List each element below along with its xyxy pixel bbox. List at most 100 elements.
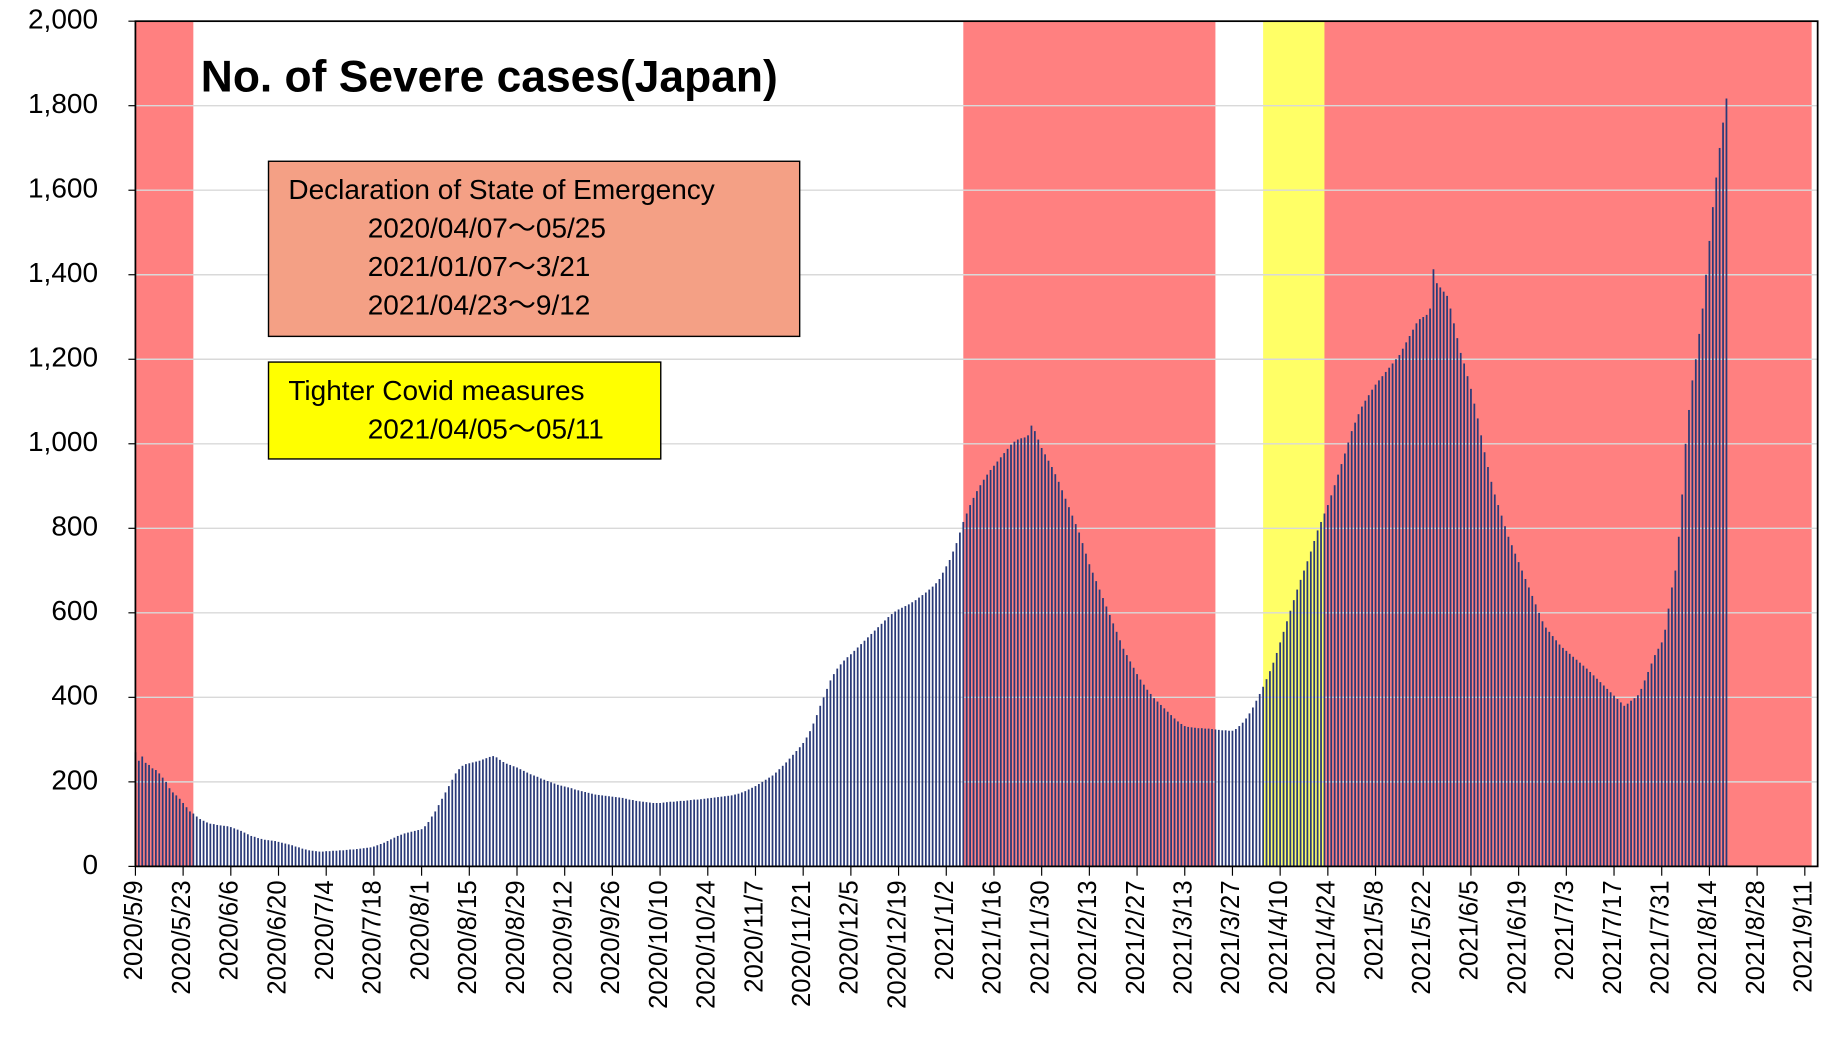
bar bbox=[717, 797, 719, 867]
x-tick-label: 2021/5/8 bbox=[1360, 880, 1388, 980]
bar bbox=[1214, 729, 1217, 867]
bar bbox=[679, 800, 682, 867]
bar bbox=[986, 474, 989, 867]
bar bbox=[1677, 536, 1680, 867]
bar-layer bbox=[134, 98, 1728, 867]
bar bbox=[1173, 718, 1176, 867]
bar bbox=[529, 774, 532, 867]
bar bbox=[659, 802, 661, 867]
bar bbox=[567, 787, 569, 867]
bar bbox=[1694, 359, 1697, 867]
bar bbox=[638, 801, 641, 867]
bar bbox=[614, 797, 617, 867]
bar bbox=[1248, 713, 1251, 867]
bar bbox=[182, 802, 184, 867]
bar bbox=[1415, 323, 1418, 867]
bar bbox=[281, 842, 283, 867]
bar bbox=[1388, 367, 1391, 867]
bar bbox=[1476, 418, 1479, 867]
bar bbox=[1207, 728, 1210, 867]
bar bbox=[1459, 352, 1462, 867]
bar bbox=[1289, 610, 1292, 867]
bar bbox=[846, 657, 849, 867]
bar bbox=[1074, 524, 1077, 867]
bar bbox=[870, 633, 873, 867]
bar bbox=[754, 786, 757, 867]
bar bbox=[1633, 698, 1636, 867]
bar bbox=[676, 801, 678, 867]
bar bbox=[863, 640, 866, 867]
y-tick-label: 600 bbox=[51, 595, 98, 626]
bar bbox=[212, 824, 215, 867]
bar bbox=[584, 792, 587, 867]
bar bbox=[781, 765, 784, 867]
bar bbox=[383, 842, 386, 867]
x-tick-label: 2020/8/15 bbox=[454, 880, 482, 994]
x-tick-label: 2020/9/12 bbox=[549, 880, 577, 994]
bar bbox=[1340, 464, 1343, 867]
bar bbox=[1200, 728, 1203, 867]
bar bbox=[802, 742, 805, 867]
bar bbox=[1623, 705, 1626, 867]
bar bbox=[189, 811, 191, 867]
bar bbox=[669, 801, 672, 867]
bar bbox=[1456, 338, 1459, 867]
bar bbox=[1163, 708, 1166, 867]
bar bbox=[1286, 621, 1288, 867]
bar bbox=[1040, 448, 1043, 867]
bar bbox=[829, 680, 832, 867]
bar bbox=[502, 762, 505, 867]
bar bbox=[1354, 422, 1356, 867]
bar bbox=[219, 825, 222, 867]
bar bbox=[924, 592, 927, 867]
bar bbox=[1691, 380, 1694, 867]
bar bbox=[931, 586, 934, 867]
bar bbox=[696, 799, 699, 867]
bar bbox=[662, 802, 665, 867]
bar bbox=[700, 799, 702, 867]
bar bbox=[509, 764, 512, 867]
bar bbox=[635, 800, 638, 867]
bar bbox=[495, 757, 498, 867]
bar bbox=[512, 766, 515, 867]
bar bbox=[1585, 668, 1588, 867]
bar bbox=[608, 796, 610, 867]
bar bbox=[1023, 437, 1026, 867]
bar bbox=[976, 491, 978, 867]
bar bbox=[277, 841, 280, 867]
y-tick-label: 0 bbox=[82, 849, 98, 880]
bar bbox=[785, 762, 788, 867]
bar bbox=[1313, 540, 1316, 867]
bar bbox=[240, 830, 242, 867]
bar bbox=[918, 597, 920, 867]
bar bbox=[1565, 650, 1568, 867]
bar bbox=[1061, 490, 1063, 867]
bar bbox=[441, 798, 443, 867]
bar bbox=[1027, 435, 1029, 867]
bar bbox=[1534, 604, 1537, 867]
bar bbox=[1429, 308, 1431, 867]
bar bbox=[1616, 699, 1619, 867]
bar bbox=[253, 836, 256, 867]
bar bbox=[1497, 505, 1500, 867]
x-tick-label: 2021/4/24 bbox=[1313, 880, 1341, 994]
bar bbox=[894, 611, 897, 867]
bar bbox=[1255, 700, 1258, 867]
bar bbox=[1078, 532, 1081, 867]
x-tick-label: 2021/1/2 bbox=[931, 880, 959, 980]
bar bbox=[1132, 667, 1135, 867]
annotation-text: Declaration of State of Emergency bbox=[288, 174, 714, 205]
bar bbox=[148, 764, 150, 867]
bar bbox=[1245, 718, 1247, 867]
bar bbox=[1551, 636, 1554, 867]
bar bbox=[1177, 721, 1179, 867]
bar bbox=[1047, 460, 1050, 867]
bar bbox=[853, 650, 856, 867]
bar bbox=[458, 769, 460, 867]
annotation-text: 2021/04/23～9/12 bbox=[368, 290, 591, 321]
bar bbox=[1527, 587, 1530, 867]
bar bbox=[1194, 727, 1196, 867]
bar bbox=[1630, 700, 1632, 867]
y-tick-label: 200 bbox=[51, 764, 98, 795]
bar bbox=[1228, 730, 1230, 867]
